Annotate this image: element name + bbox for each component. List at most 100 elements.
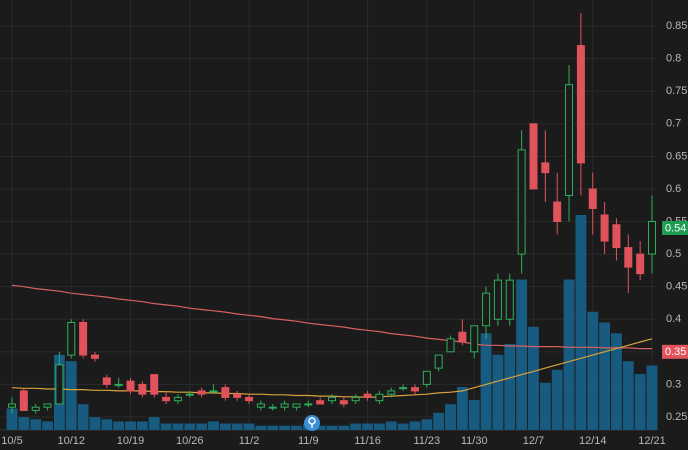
candle-body <box>31 406 40 411</box>
volume-bar <box>89 417 101 430</box>
volume-bar <box>101 419 113 430</box>
candle-body <box>505 279 514 320</box>
volume-bar <box>125 421 136 430</box>
volume-bar <box>136 421 148 430</box>
x-tick-label: 12/14 <box>579 435 607 447</box>
volume-bar <box>397 423 409 430</box>
candle-body <box>102 377 111 385</box>
candle-body <box>648 221 656 255</box>
volume-bar <box>599 322 611 430</box>
volume-bar <box>196 423 208 430</box>
candle-body <box>600 214 609 242</box>
price-tag <box>662 344 688 359</box>
price-tag <box>662 221 688 236</box>
y-tick-label: 0.65 <box>666 150 687 162</box>
volume-bar <box>456 387 468 430</box>
candle-body <box>517 149 526 255</box>
volume-bar <box>30 419 42 430</box>
moving-average-line <box>11 284 652 350</box>
volume-bar <box>314 425 326 430</box>
y-tick-label: 0.5 <box>666 248 681 260</box>
volume-bar <box>208 421 219 430</box>
volume-bar <box>160 423 172 430</box>
candle-body <box>245 396 254 402</box>
candle-body <box>79 322 88 356</box>
x-tick-label: 11/23 <box>413 435 440 447</box>
event-icon[interactable] <box>304 415 320 431</box>
candle-body <box>493 279 502 320</box>
y-tick-label: 0.3 <box>666 378 681 390</box>
volume-bar <box>172 423 184 430</box>
candle-body <box>209 390 218 393</box>
candle-body <box>482 292 491 327</box>
candle-body <box>256 403 265 408</box>
candle-body <box>67 322 76 356</box>
y-tick-label: 0.6 <box>666 183 681 195</box>
y-tick-label: 0.45 <box>666 281 687 293</box>
candle-body <box>553 201 562 223</box>
volume-bar <box>433 412 445 430</box>
candle-body <box>55 364 64 405</box>
x-tick-label: 10/26 <box>176 435 204 447</box>
volume-bar <box>504 344 516 430</box>
candle-body <box>422 370 431 385</box>
x-tick-label: 11/2 <box>239 435 260 447</box>
candle-body <box>363 393 372 398</box>
candle-body <box>138 383 147 395</box>
x-tick-label: 10/19 <box>117 435 145 447</box>
volume-bar <box>516 279 528 430</box>
candle-body <box>541 162 550 174</box>
x-tick-label: 11/30 <box>461 435 488 447</box>
candle-body <box>114 383 123 386</box>
volume-bar <box>18 417 30 430</box>
candle-body <box>470 325 479 353</box>
candle-body <box>588 188 597 209</box>
candle-body <box>399 387 408 390</box>
volume-bar <box>634 374 646 430</box>
volume-bar <box>445 404 456 430</box>
candle-body <box>410 387 419 392</box>
price-tag-label: 0.35 <box>665 346 686 358</box>
y-tick-label: 0.7 <box>666 118 681 130</box>
volume-bar <box>326 425 338 430</box>
volume-bar <box>421 419 433 430</box>
volume-bar <box>622 361 634 430</box>
volume-bar <box>255 425 267 430</box>
y-tick-label: 0.75 <box>666 85 687 97</box>
candle-body <box>351 396 360 402</box>
candle-body <box>90 354 99 359</box>
candle-body <box>19 390 28 411</box>
x-tick-label: 10/12 <box>57 435 85 447</box>
volume-bar <box>338 425 350 430</box>
volume-bar <box>279 425 291 430</box>
candle-body <box>612 224 621 249</box>
candle-body <box>126 380 135 392</box>
x-tick-label: 11/9 <box>298 435 319 447</box>
candle-body <box>636 253 645 275</box>
candle-body <box>434 354 443 369</box>
candle-body <box>576 45 585 164</box>
candle-body <box>185 393 194 396</box>
volume-bar <box>362 423 373 430</box>
candle-body <box>150 374 159 395</box>
volume-bar <box>350 423 362 430</box>
volume-bar <box>148 417 160 430</box>
candle-body <box>565 84 574 196</box>
volume-bar <box>184 423 196 430</box>
volume-bar <box>611 333 622 430</box>
candle-body <box>458 331 467 343</box>
candle-body <box>387 390 396 395</box>
volume-bar <box>551 369 563 430</box>
volume-bar <box>480 333 492 430</box>
candle-body <box>8 403 16 408</box>
price-tag-label: 0.54 <box>665 222 686 234</box>
volume-bar <box>113 421 125 430</box>
volume-bar <box>409 421 421 430</box>
candle-body <box>162 396 171 402</box>
volume-bar <box>385 421 397 430</box>
x-tick-label: 12/7 <box>523 435 544 447</box>
candle-body <box>339 400 348 405</box>
volume-bar <box>468 399 480 430</box>
volume-bar <box>6 408 18 430</box>
